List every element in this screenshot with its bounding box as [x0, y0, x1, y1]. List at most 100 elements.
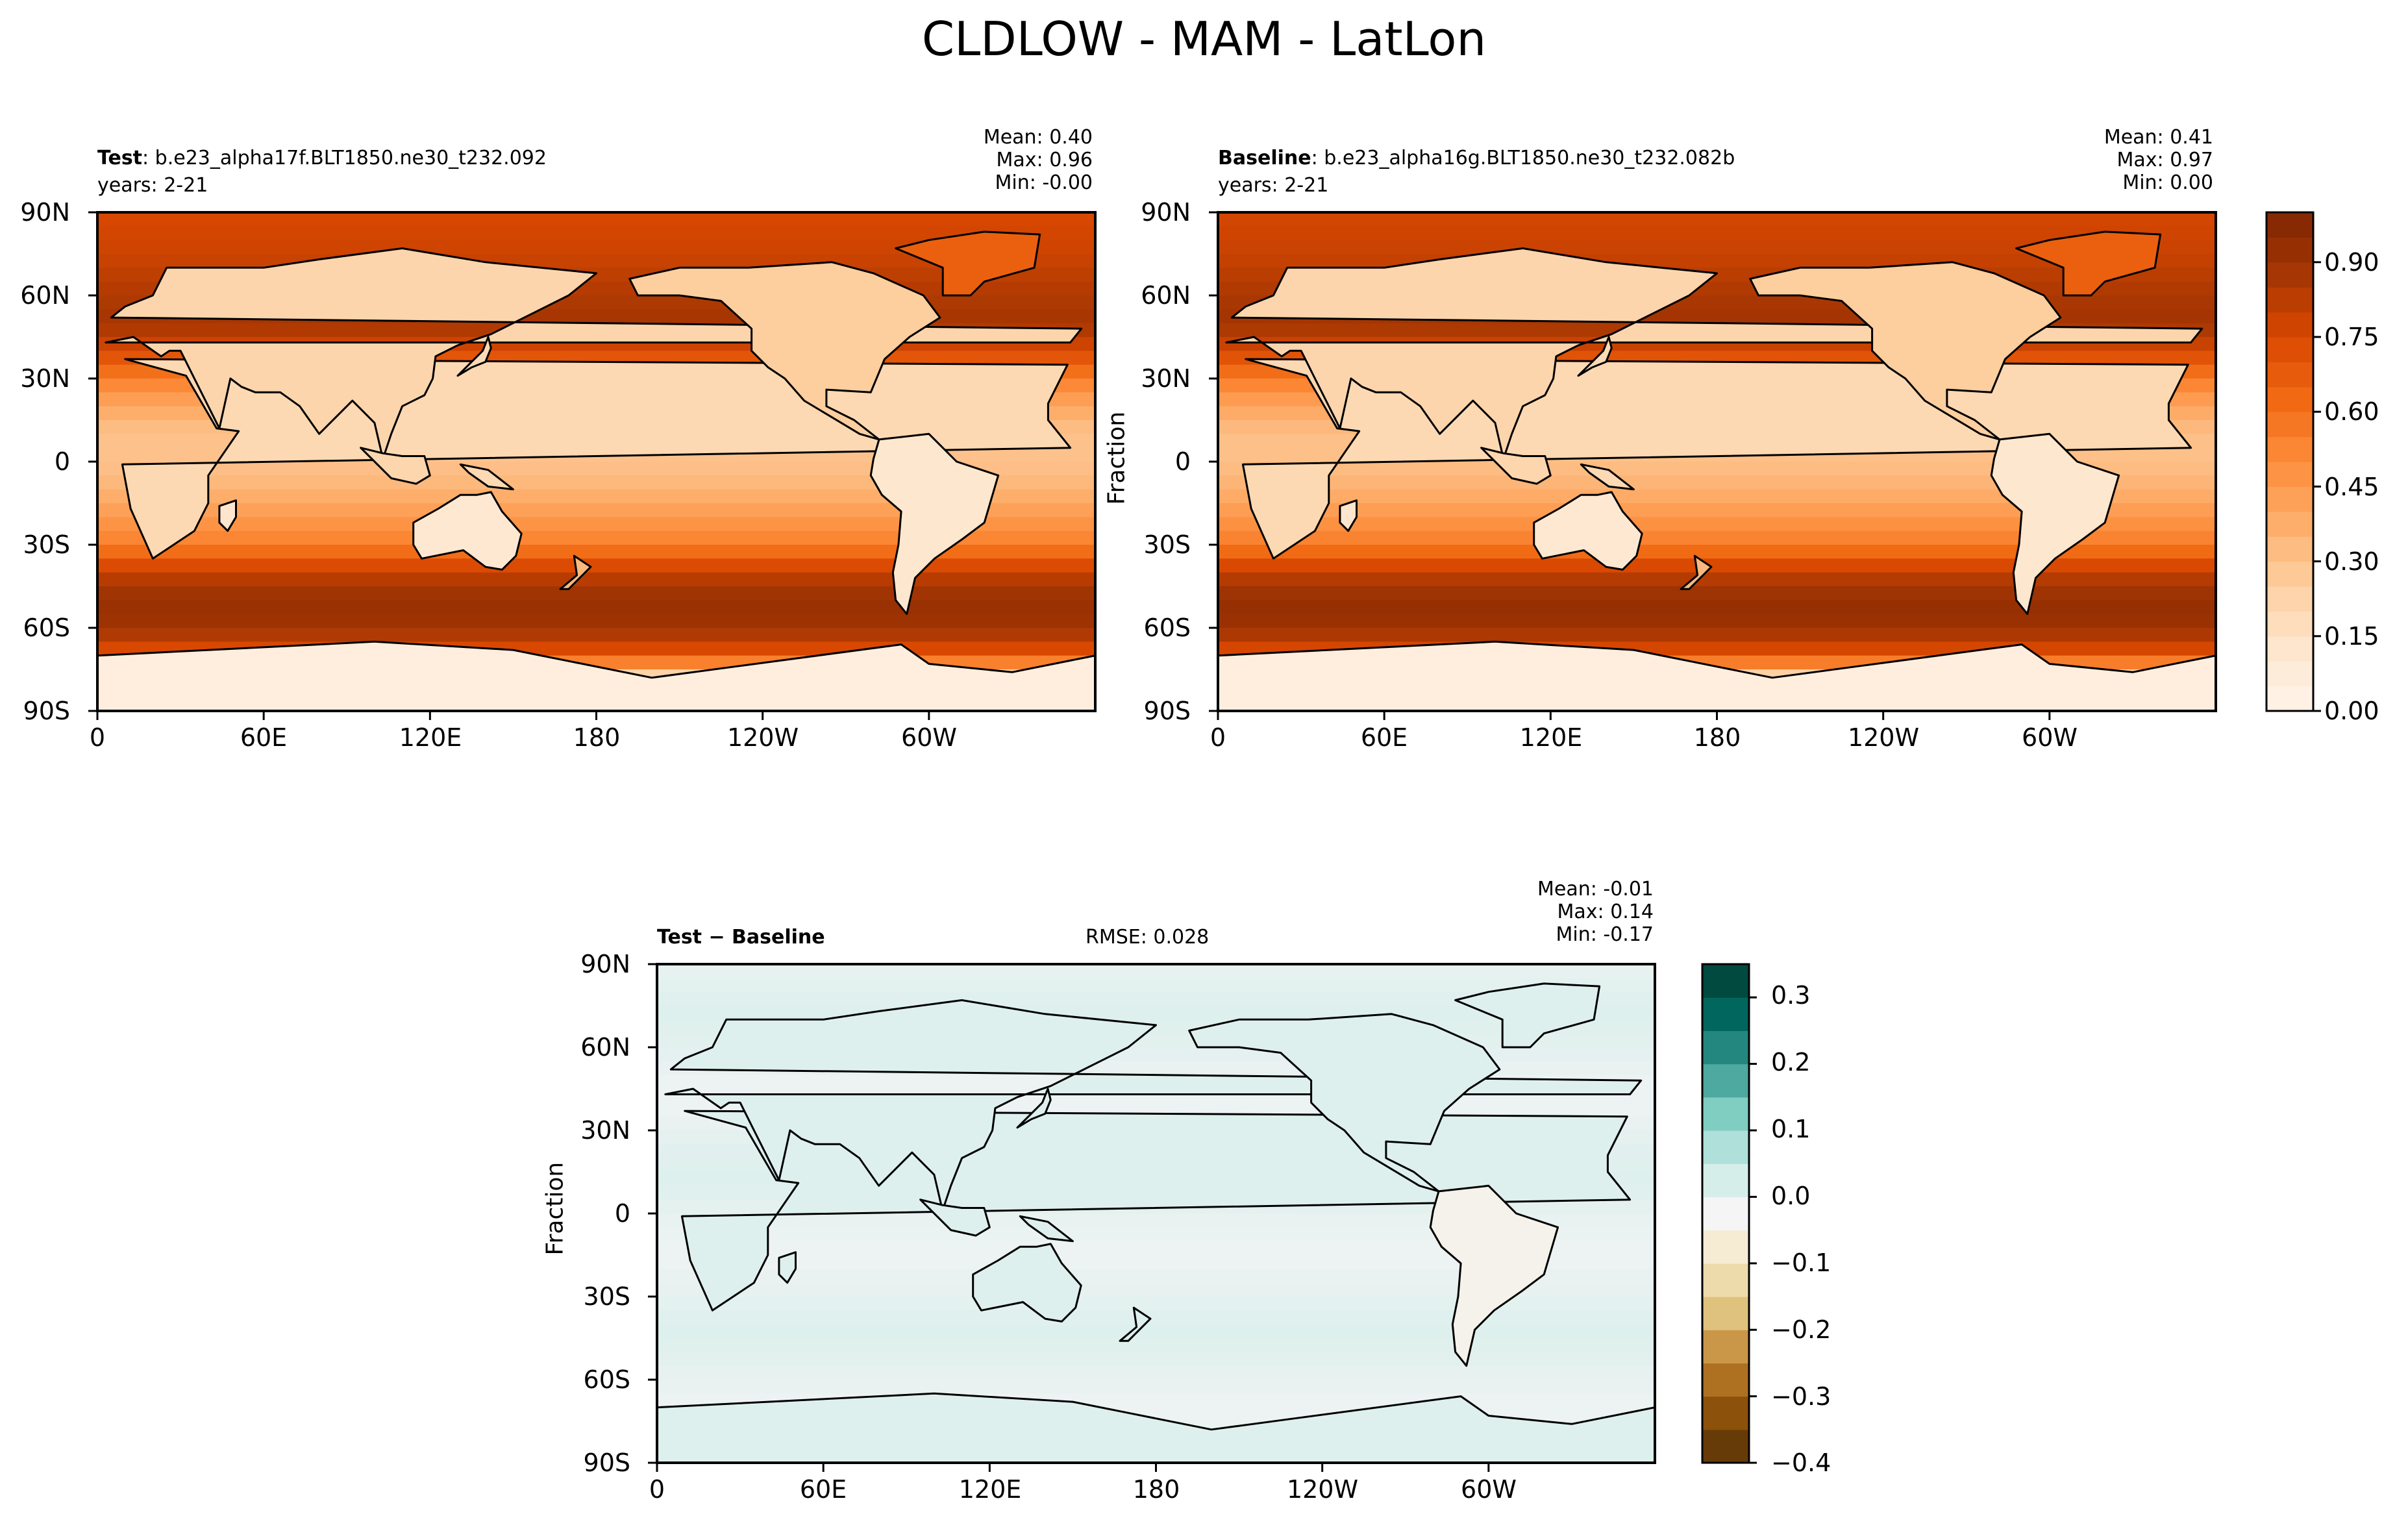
- test-lon-tick: 180: [573, 723, 621, 752]
- diff-stat-max: Max: 0.14: [1557, 901, 1654, 923]
- baseline-lat-band: [1218, 600, 2216, 615]
- diff-lon-tick: 0: [649, 1475, 665, 1504]
- test-lon-tick: 120E: [399, 723, 462, 752]
- diff-stat-min: Min: -0.17: [1556, 923, 1654, 946]
- test-title-bold: Test: [97, 147, 143, 169]
- diff-colorbar-tick: 0.1: [1771, 1115, 1811, 1143]
- main-colorbar-level: [2266, 312, 2313, 338]
- main-colorbar-tick: 0.30: [2324, 547, 2379, 576]
- test-lon-tick: 0: [89, 723, 106, 752]
- diff-coastline-eurasia: [664, 999, 1643, 1212]
- diff-colorbar-level: [1702, 964, 1749, 998]
- baseline-lon-tick: 120W: [1847, 723, 1920, 752]
- baseline-lat-band: [1218, 530, 2216, 545]
- test-lon-tick: 60E: [240, 723, 288, 752]
- baseline-coastline-madagascar: [1339, 499, 1358, 532]
- test-lat-tick: 90N: [20, 198, 70, 227]
- diff-colorbar-level: [1702, 1097, 1749, 1131]
- diff-colorbar-tick: 0.0: [1771, 1182, 1811, 1210]
- diff-colorbar: [1701, 963, 1757, 1464]
- diff-coastline-indonesia: [919, 1199, 991, 1237]
- diff-lat-tick: 30N: [580, 1116, 630, 1145]
- baseline-lon-tick: 60W: [2022, 723, 2078, 752]
- baseline-lat-band: [1218, 226, 2216, 241]
- baseline-lat-tick: 90N: [1141, 198, 1191, 227]
- test-lat-tick: 90S: [23, 697, 70, 725]
- diff-map: [648, 963, 1656, 1472]
- diff-lat-band: [657, 1255, 1655, 1269]
- diff-colorbar-tick: −0.3: [1771, 1382, 1831, 1411]
- diff-colorbar-tick: 0.2: [1771, 1048, 1811, 1076]
- baseline-lat-band: [1218, 586, 2216, 601]
- test-lat-band: [97, 614, 1095, 628]
- diff-lat-band: [657, 1338, 1655, 1352]
- baseline-lat-band: [1218, 240, 2216, 255]
- diff-colorbar-tick: −0.1: [1771, 1249, 1831, 1277]
- main-colorbar-tick: 0.15: [2324, 622, 2379, 651]
- test-coastline-namerica: [628, 261, 941, 441]
- test-stat-max: Max: 0.96: [996, 149, 1093, 171]
- baseline-lon-tick: 180: [1693, 723, 1741, 752]
- diff-colorbar-level: [1702, 1396, 1749, 1430]
- diff-coastline-newguinea: [1019, 1215, 1074, 1243]
- diff-lat-band: [657, 1310, 1655, 1325]
- test-lat-band: [97, 572, 1095, 587]
- main-colorbar-level: [2266, 436, 2313, 462]
- baseline-stats: Mean: 0.41 Max: 0.97 Min: 0.00: [2104, 126, 2213, 194]
- diff-lon-tick: 120W: [1286, 1475, 1359, 1504]
- diff-coastline-japan: [1016, 1088, 1052, 1129]
- diff-title-bold: Test − Baseline: [657, 926, 825, 949]
- test-coastline-madagascar: [218, 499, 237, 532]
- baseline-lat-band: [1218, 475, 2216, 490]
- main-colorbar-level: [2266, 412, 2313, 438]
- baseline-title-bold: Baseline: [1218, 147, 1311, 169]
- main-colorbar-level: [2266, 486, 2313, 512]
- diff-lat-tick: 90S: [583, 1448, 630, 1477]
- diff-lat-tick: 60S: [583, 1365, 630, 1394]
- baseline-lat-band: [1218, 572, 2216, 587]
- diff-coastline-namerica: [1188, 1013, 1501, 1193]
- test-coastline-greenland: [895, 230, 1041, 297]
- main-colorbar-level: [2266, 611, 2313, 637]
- diff-colorbar-frame: [1701, 963, 1750, 1464]
- test-coastline-indonesia: [360, 447, 431, 485]
- main-colorbar-tick: 0.00: [2324, 697, 2379, 725]
- baseline-lat-band: [1218, 489, 2216, 504]
- main-colorbar-tick: 0.90: [2324, 248, 2379, 277]
- test-coastline-japan: [456, 336, 492, 377]
- test-stat-mean: Mean: 0.40: [983, 126, 1093, 149]
- diff-coastline-greenland: [1454, 982, 1601, 1049]
- test-coastline-eurasia: [105, 247, 1083, 460]
- baseline-map: [1209, 211, 2217, 720]
- baseline-coastline-samerica: [1990, 432, 2120, 615]
- test-lat-band: [97, 530, 1095, 545]
- baseline-lat-tick: 0: [1174, 447, 1191, 476]
- diff-colorbar-tick: −0.4: [1771, 1448, 1831, 1477]
- diff-lat-band: [657, 1352, 1655, 1367]
- baseline-lat-tick: 30S: [1143, 530, 1191, 559]
- test-lat-band: [97, 545, 1095, 559]
- main-colorbar-tick: 0.60: [2324, 397, 2379, 426]
- diff-colorbar-tick: −0.2: [1771, 1315, 1831, 1344]
- main-colorbar: [2265, 211, 2321, 712]
- test-lat-band: [97, 489, 1095, 504]
- baseline-lon-tick: 60E: [1360, 723, 1408, 752]
- baseline-coastline-australia: [1533, 491, 1643, 571]
- diff-lat-tick: 90N: [580, 950, 630, 978]
- diff-colorbar-level: [1702, 1230, 1749, 1264]
- diff-coastline-australia: [972, 1243, 1082, 1323]
- test-panel-title: Test: b.e23_alpha17f.BLT1850.ne30_t232.0…: [97, 147, 547, 170]
- baseline-coastline-indonesia: [1480, 447, 1552, 485]
- baseline-panel-title: Baseline: b.e23_alpha16g.BLT1850.ne30_t2…: [1218, 147, 1735, 170]
- test-coastline-newzealand: [559, 554, 592, 590]
- test-title-rest: : b.e23_alpha17f.BLT1850.ne30_t232.092: [142, 147, 547, 169]
- baseline-lat-tick: 60N: [1141, 281, 1191, 310]
- test-lat-band: [97, 600, 1095, 615]
- diff-lat-band: [657, 1269, 1655, 1284]
- baseline-coastline-namerica: [1749, 261, 2062, 441]
- baseline-ylabel: Fraction: [1103, 411, 1130, 505]
- baseline-lat-band: [1218, 462, 2216, 476]
- diff-lon-tick: 120E: [958, 1475, 1022, 1504]
- test-lat-band: [97, 240, 1095, 255]
- main-colorbar-level: [2266, 262, 2313, 288]
